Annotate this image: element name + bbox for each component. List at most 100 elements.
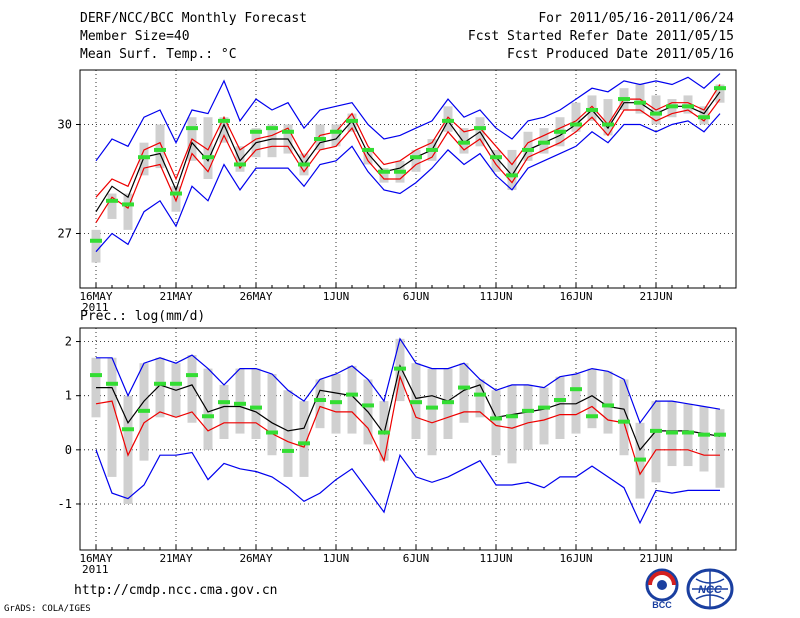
- spread-box: [715, 84, 725, 103]
- median-marker: [602, 122, 614, 127]
- median-marker: [714, 432, 726, 437]
- x-tick-label: 16JUN: [559, 290, 592, 303]
- median-marker: [362, 403, 374, 408]
- median-marker: [442, 400, 454, 405]
- spread-box: [603, 99, 613, 136]
- median-marker: [298, 441, 310, 446]
- median-marker: [682, 430, 694, 435]
- median-marker: [250, 405, 262, 410]
- y-tick-label: -1: [58, 497, 72, 511]
- forecast-produced-date: Fcst Produced Date 2011/05/16: [507, 47, 734, 62]
- spread-box: [555, 376, 565, 439]
- median-marker: [586, 107, 598, 112]
- median-marker: [554, 398, 566, 403]
- median-marker: [570, 122, 582, 127]
- median-marker: [426, 147, 438, 152]
- median-marker: [394, 366, 406, 371]
- precipitation-panel: -1 0 1 2 16MAY 21MAY 26MAY 1JUN 6JUN 11JUN 16JUN 21…: [58, 327, 737, 576]
- spread-box: [235, 368, 245, 434]
- spread-box: [107, 357, 117, 477]
- chart-title: DERF/NCC/BCC Monthly Forecast: [80, 11, 307, 26]
- spread-box: [379, 168, 389, 183]
- median-marker: [570, 387, 582, 392]
- spread-box: [155, 124, 165, 169]
- precipitation-panel-title: Prec.: log(mm/d): [80, 309, 206, 324]
- x-tick-label: 6JUN: [403, 290, 430, 303]
- median-marker: [314, 398, 326, 403]
- median-marker: [330, 400, 342, 405]
- median-marker: [314, 137, 326, 142]
- median-marker: [426, 405, 438, 410]
- median-marker: [266, 430, 278, 435]
- spread-box: [219, 384, 229, 439]
- spread-box: [603, 371, 613, 434]
- temperature-panel: 27 30 16MAY 21MAY 26MAY 1JUN 6JUN 11JUN 16JUN 21J…: [58, 69, 737, 314]
- spread-box: [203, 117, 213, 179]
- median-marker: [362, 147, 374, 152]
- median-marker: [650, 428, 662, 433]
- spread-box: [715, 409, 725, 488]
- x-tick-label: 26MAY: [239, 552, 272, 565]
- x-tick-label: 21JUN: [639, 552, 672, 565]
- x-year-label: 2011: [82, 301, 109, 314]
- median-marker: [602, 403, 614, 408]
- median-marker: [442, 118, 454, 123]
- spread-box: [507, 384, 517, 464]
- x-tick-label: 6JUN: [403, 552, 430, 565]
- y-tick-label: 27: [58, 227, 72, 241]
- ncc-logo: NCC: [686, 567, 734, 611]
- median-marker: [90, 373, 102, 378]
- x-tick-label: 16MAY: [79, 290, 112, 303]
- median-marker: [154, 381, 166, 386]
- spread-box: [331, 124, 341, 147]
- x-tick-label: 21MAY: [159, 552, 192, 565]
- median-marker: [378, 169, 390, 174]
- series-line-upper: [96, 337, 721, 425]
- x-tick-label: 1JUN: [323, 552, 350, 565]
- median-marker: [490, 416, 502, 421]
- x-tick-label: 21MAY: [159, 290, 192, 303]
- spread-box: [523, 384, 533, 450]
- median-marker: [138, 408, 150, 413]
- median-marker: [170, 191, 182, 196]
- median-marker: [410, 155, 422, 160]
- median-marker: [714, 86, 726, 91]
- spread-box: [267, 124, 277, 158]
- spread-box: [299, 401, 309, 477]
- median-marker: [106, 198, 118, 203]
- series-line-upper: [95, 73, 721, 162]
- x-year-label: 2011: [82, 563, 109, 576]
- series-line-mean: [96, 364, 721, 451]
- median-marker: [490, 155, 502, 160]
- median-marker: [506, 173, 518, 178]
- median-marker: [554, 129, 566, 134]
- spread-box: [459, 363, 469, 423]
- median-marker: [522, 408, 534, 413]
- spread-box: [219, 117, 229, 143]
- median-marker: [586, 414, 598, 419]
- series-line-lower: [95, 113, 721, 253]
- spread-box: [155, 357, 165, 418]
- spread-box: [123, 395, 133, 504]
- median-marker: [666, 430, 678, 435]
- median-marker: [186, 373, 198, 378]
- median-marker: [282, 129, 294, 134]
- median-marker: [346, 118, 358, 123]
- spread-box: [123, 193, 133, 230]
- series-line-inner_lower: [95, 98, 721, 223]
- spread-box: [475, 379, 485, 418]
- median-marker: [506, 414, 518, 419]
- plot-frame: [79, 69, 737, 289]
- median-marker: [618, 419, 630, 424]
- spread-box: [315, 379, 325, 429]
- median-marker: [698, 432, 710, 437]
- y-tick-label: 30: [58, 118, 72, 132]
- source-url[interactable]: http://cmdp.ncc.cma.gov.cn: [74, 583, 278, 598]
- spread-box: [651, 401, 661, 483]
- median-marker: [666, 104, 678, 109]
- median-marker: [154, 147, 166, 152]
- series-line-inner_upper: [95, 84, 721, 198]
- spread-box: [363, 149, 373, 165]
- median-marker: [522, 147, 534, 152]
